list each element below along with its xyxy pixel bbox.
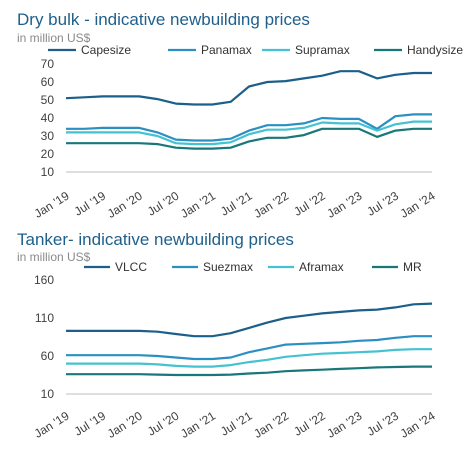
x-tick-label: Jan '19 <box>32 409 72 441</box>
x-tick-label: Jan '23 <box>324 409 364 441</box>
x-tick-label: Jan '22 <box>251 409 291 441</box>
x-tick-label: Jul '19 <box>72 408 109 438</box>
y-tick-label: 20 <box>41 147 55 161</box>
x-tick-label: Jul '22 <box>291 188 328 218</box>
series-line-panamax <box>66 113 432 142</box>
x-tick-label: Jan '21 <box>178 409 218 441</box>
series-line-supramax <box>66 120 432 146</box>
dry-bulk-chart: Dry bulk - indicative newbuilding prices… <box>0 0 468 224</box>
x-tick-label: Jan '23 <box>324 189 364 221</box>
x-tick-label: Jul '23 <box>364 188 401 218</box>
legend-label: MR <box>403 260 422 274</box>
chart-title: Dry bulk - indicative newbuilding prices <box>17 10 310 29</box>
tanker-chart: Tanker- indicative newbuilding prices in… <box>0 224 468 455</box>
x-tick-label: Jan '24 <box>398 409 438 441</box>
series-line-mr <box>66 365 432 377</box>
x-tick-label: Jan '19 <box>32 189 72 221</box>
legend-label: Supramax <box>295 43 350 57</box>
chart-subtitle: in million US$ <box>17 250 91 264</box>
x-tick-label: Jul '20 <box>145 188 182 218</box>
y-tick-label: 70 <box>41 57 55 71</box>
y-tick-label: 110 <box>35 311 54 325</box>
y-tick-label: 30 <box>41 129 55 143</box>
legend-label: Aframax <box>299 260 344 274</box>
series-line-aframax <box>66 348 432 368</box>
x-tick-label: Jan '21 <box>178 189 218 221</box>
chart-title: Tanker- indicative newbuilding prices <box>17 230 294 249</box>
x-tick-label: Jul '19 <box>72 188 109 218</box>
y-tick-label: 160 <box>34 273 54 287</box>
y-tick-label: 60 <box>41 75 55 89</box>
series-line-suezmax <box>66 335 432 361</box>
x-tick-label: Jan '20 <box>105 409 145 441</box>
x-tick-label: Jul '22 <box>291 408 328 438</box>
chart-subtitle: in million US$ <box>17 31 91 45</box>
y-tick-label: 40 <box>41 111 55 125</box>
x-tick-label: Jul '21 <box>218 188 255 218</box>
legend-label: Handysize <box>407 43 463 57</box>
legend-label: Panamax <box>201 43 252 57</box>
x-tick-label: Jul '20 <box>145 408 182 438</box>
x-tick-label: Jan '20 <box>105 189 145 221</box>
x-tick-label: Jan '24 <box>398 189 438 221</box>
series-line-capesize <box>65 70 432 106</box>
y-tick-label: 60 <box>41 349 55 363</box>
y-tick-label: 10 <box>41 165 55 179</box>
series-line-handysize <box>66 127 432 150</box>
x-tick-label: Jul '23 <box>364 408 401 438</box>
legend-label: Capesize <box>81 43 131 57</box>
legend-label: VLCC <box>115 260 147 274</box>
series-line-vlcc <box>66 302 433 338</box>
x-tick-label: Jul '21 <box>218 408 255 438</box>
y-tick-label: 10 <box>41 387 55 401</box>
x-tick-label: Jan '22 <box>251 189 291 221</box>
y-tick-label: 50 <box>41 93 55 107</box>
legend-label: Suezmax <box>203 260 253 274</box>
